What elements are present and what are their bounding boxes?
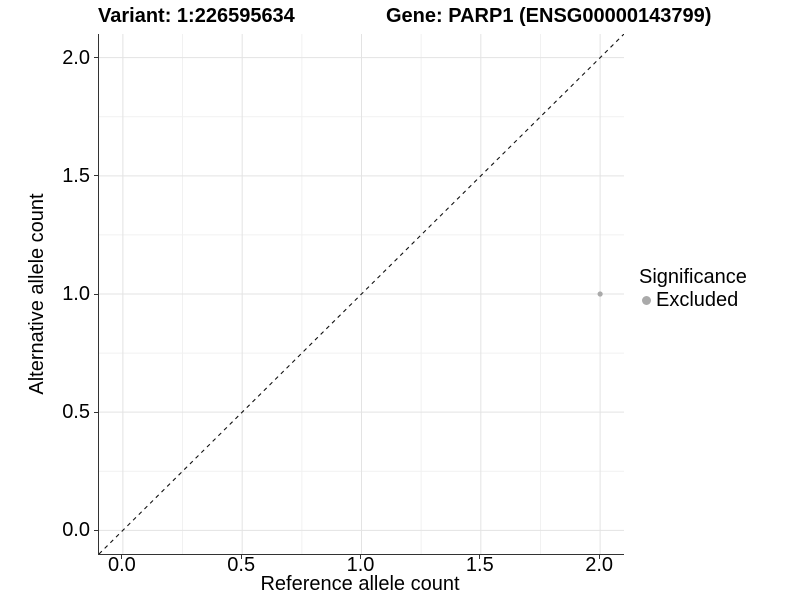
x-axis-tick [598, 555, 600, 559]
y-axis-tick-label: 2.0 [62, 46, 90, 69]
x-axis-tick-label: 2.0 [585, 554, 614, 576]
x-axis-tick [240, 555, 242, 559]
x-axis-tick-label: 1.0 [346, 554, 375, 576]
y-axis-tick [94, 411, 98, 413]
y-axis-tick-label: 1.0 [62, 283, 90, 305]
plot-panel [98, 34, 624, 555]
x-axis-tick [479, 555, 481, 559]
gene-title: Gene: PARP1 (ENSG00000143799) [386, 5, 712, 27]
y-axis-tick-label: 0.5 [62, 401, 90, 424]
y-axis-tick [94, 57, 98, 59]
x-axis-tick-label: 0.5 [227, 554, 256, 576]
legend-item-excluded: Excluded [637, 290, 747, 310]
legend: Significance Excluded [637, 266, 747, 311]
legend-item-label: Excluded [656, 289, 739, 311]
x-axis-tick-label: 1.5 [465, 554, 494, 576]
x-axis-title: Reference allele count [260, 573, 460, 595]
data-point-excluded [597, 291, 603, 297]
plot-canvas [99, 34, 624, 554]
legend-title: Significance [639, 266, 747, 288]
identity-reference-line [99, 34, 624, 554]
excluded-point-icon [642, 295, 651, 305]
x-axis-tick [360, 555, 361, 559]
x-axis-tick [121, 555, 123, 559]
y-axis-tick [94, 293, 98, 295]
y-axis-tick-label: 1.5 [62, 164, 90, 187]
x-axis-tick-label: 0.0 [107, 554, 136, 576]
y-axis-tick [94, 529, 98, 531]
variant-title: Variant: 1:226595634 [98, 5, 295, 27]
y-axis-tick-label: 0.0 [62, 519, 90, 542]
y-axis-tick [94, 175, 98, 177]
